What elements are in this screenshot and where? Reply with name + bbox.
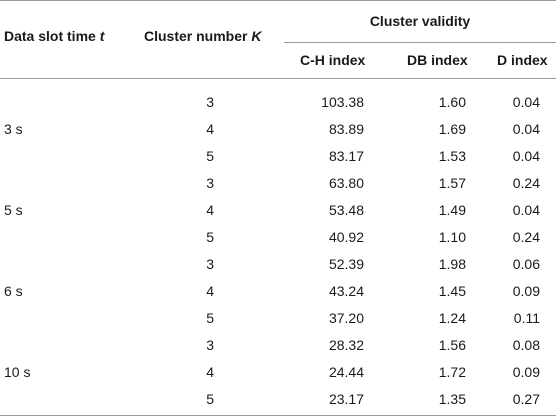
cluster-number-cell: 3: [206, 256, 214, 272]
d-index-cell: 0.24: [512, 229, 540, 245]
ch-index-cell: 83.89: [328, 121, 364, 137]
data-slot-time-cell: 10 s: [4, 364, 31, 380]
db-index-cell: 1.57: [438, 175, 466, 191]
d-index-cell: 0.04: [512, 202, 540, 218]
data-slot-time-cell: 6 s: [4, 283, 23, 299]
d-index-cell: 0.09: [512, 364, 540, 380]
ch-index-cell: 43.24: [328, 283, 364, 299]
validity-group-rule: [284, 42, 556, 43]
cluster-number-cell: 5: [206, 310, 214, 326]
ch-index-cell: 28.32: [328, 337, 364, 353]
d-index-cell: 0.04: [512, 94, 540, 110]
db-index-cell: 1.24: [438, 310, 466, 326]
header-db-index: DB index: [407, 52, 468, 68]
d-index-cell: 0.04: [512, 148, 540, 164]
d-index-cell: 0.04: [512, 121, 540, 137]
cluster-number-cell: 5: [206, 148, 214, 164]
d-index-cell: 0.06: [512, 256, 540, 272]
ch-index-cell: 103.38: [321, 94, 364, 110]
ch-index-cell: 53.48: [328, 202, 364, 218]
header-ch-index: C-H index: [300, 52, 366, 68]
header-data-slot-time: Data slot time t: [4, 28, 105, 44]
ch-index-cell: 40.92: [328, 229, 364, 245]
data-slot-time-cell: 3 s: [4, 121, 23, 137]
cluster-number-cell: 5: [206, 391, 214, 407]
ch-index-cell: 63.80: [328, 175, 364, 191]
db-index-cell: 1.10: [438, 229, 466, 245]
cluster-number-cell: 3: [206, 175, 214, 191]
db-index-cell: 1.72: [438, 364, 466, 380]
db-index-cell: 1.35: [438, 391, 466, 407]
d-index-cell: 0.27: [512, 391, 540, 407]
header-cluster-number: Cluster number K: [144, 28, 262, 44]
header-bottom-rule: [0, 78, 556, 79]
db-index-cell: 1.49: [438, 202, 466, 218]
cluster-number-cell: 5: [206, 229, 214, 245]
ch-index-cell: 23.17: [328, 391, 364, 407]
cluster-number-cell: 4: [206, 121, 214, 137]
ch-index-cell: 83.17: [328, 148, 364, 164]
d-index-cell: 0.11: [513, 310, 540, 326]
db-index-cell: 1.98: [438, 256, 466, 272]
cluster-number-cell: 4: [206, 202, 214, 218]
header-cluster-validity: Cluster validity: [369, 13, 471, 29]
cluster-number-cell: 4: [206, 364, 214, 380]
header-cluster-number-var: K: [251, 28, 262, 44]
db-index-cell: 1.69: [438, 121, 466, 137]
cluster-number-cell: 4: [206, 283, 214, 299]
cluster-number-cell: 3: [206, 337, 214, 353]
db-index-cell: 1.56: [438, 337, 466, 353]
data-slot-time-cell: 5 s: [4, 202, 23, 218]
table-top-rule: [0, 0, 556, 1]
header-d-index: D index: [497, 52, 548, 68]
cluster-number-cell: 3: [206, 94, 214, 110]
table-bottom-rule: [0, 415, 556, 416]
ch-index-cell: 24.44: [328, 364, 364, 380]
db-index-cell: 1.60: [438, 94, 466, 110]
ch-index-cell: 37.20: [328, 310, 364, 326]
d-index-cell: 0.24: [512, 175, 540, 191]
ch-index-cell: 52.39: [328, 256, 364, 272]
d-index-cell: 0.09: [512, 283, 540, 299]
db-index-cell: 1.53: [438, 148, 466, 164]
d-index-cell: 0.08: [512, 337, 540, 353]
header-data-slot-var: t: [99, 28, 105, 44]
db-index-cell: 1.45: [438, 283, 466, 299]
